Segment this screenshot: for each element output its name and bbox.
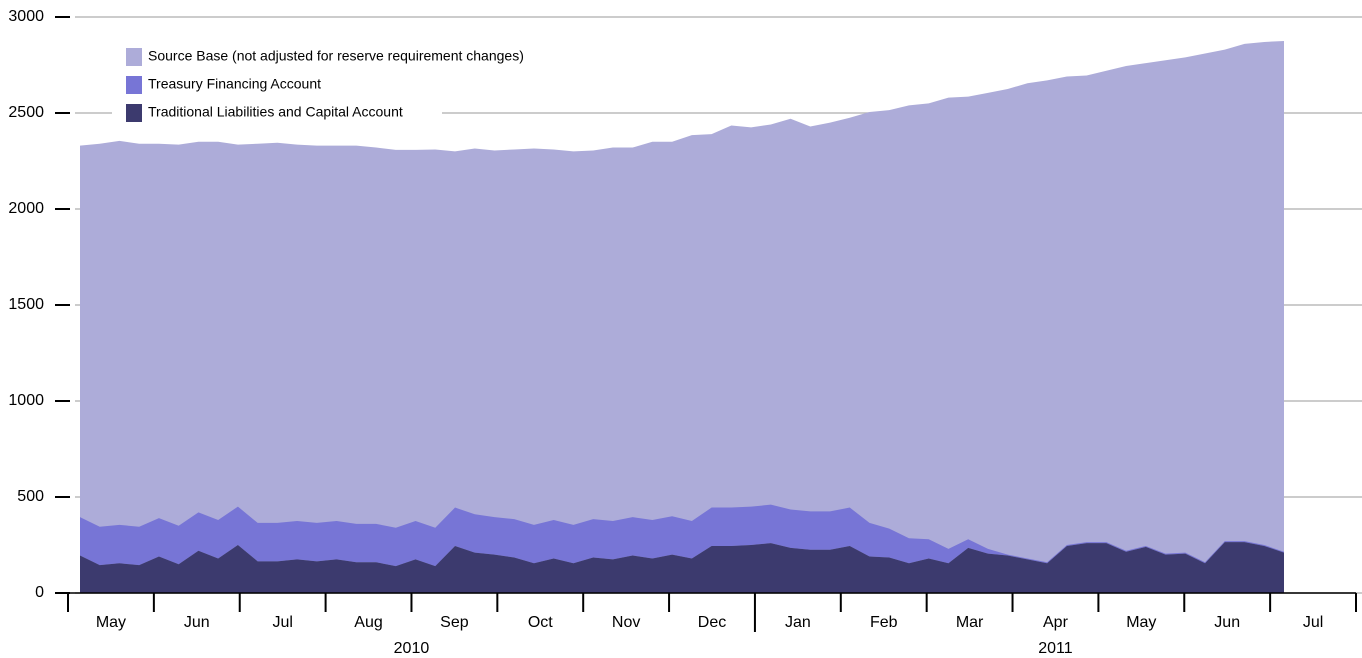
year-label: 2010	[394, 640, 430, 657]
legend-swatch	[126, 104, 142, 122]
y-tick-label: 0	[35, 584, 44, 601]
x-tick-label: Mar	[956, 614, 984, 631]
x-tick-label: Jun	[1214, 614, 1240, 631]
y-tick-label: 3000	[8, 8, 44, 25]
area	[80, 542, 1284, 593]
x-tick-label: Feb	[870, 614, 898, 631]
legend-swatch	[126, 48, 142, 66]
x-tick-label: Jan	[785, 614, 811, 631]
x-tick-label: May	[96, 614, 126, 631]
legend-background	[112, 38, 442, 128]
legend: Source Base (not adjusted for reserve re…	[112, 38, 524, 128]
area	[80, 504, 1284, 567]
year-label: 2011	[1038, 640, 1073, 657]
legend-label: Treasury Financing Account	[148, 76, 321, 92]
legend-label: Source Base (not adjusted for reserve re…	[148, 48, 524, 64]
y-tick-label: 2500	[8, 104, 44, 121]
legend-label: Traditional Liabilities and Capital Acco…	[148, 104, 403, 120]
x-tick-label: Dec	[698, 614, 726, 631]
x-tick-label: Jul	[1303, 614, 1323, 631]
x-tick-label: Apr	[1043, 614, 1069, 631]
y-tick-label: 1500	[8, 296, 44, 313]
legend-swatch	[126, 76, 142, 94]
x-tick-label: Nov	[612, 614, 640, 631]
x-tick-label: May	[1126, 614, 1156, 631]
y-tick-label: 2000	[8, 200, 44, 217]
x-tick-label: Sep	[440, 614, 469, 631]
y-tick-label: 500	[17, 488, 44, 505]
y-tick-label: 1000	[8, 392, 44, 409]
x-tick-label: Jul	[272, 614, 292, 631]
x-tick-label: Aug	[354, 614, 382, 631]
x-tick-label: Jun	[184, 614, 210, 631]
area	[80, 41, 1284, 593]
x-tick-label: Oct	[528, 614, 553, 631]
